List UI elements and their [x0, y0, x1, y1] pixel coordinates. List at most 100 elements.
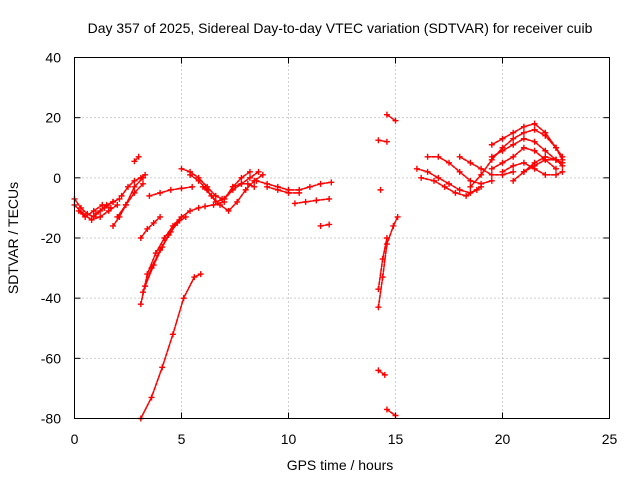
- series-line: [95, 198, 121, 215]
- data-point: [383, 138, 390, 145]
- data-point: [180, 295, 187, 302]
- data-point: [418, 174, 425, 181]
- data-point: [159, 364, 166, 371]
- data-point: [178, 185, 185, 192]
- series-arc-18: [317, 221, 333, 229]
- series-line: [266, 186, 300, 194]
- data-point: [520, 123, 527, 130]
- data-point: [302, 198, 309, 205]
- data-point: [510, 135, 517, 142]
- data-point: [394, 213, 401, 220]
- data-point: [467, 177, 474, 184]
- data-point: [285, 189, 292, 196]
- data-point: [131, 158, 138, 165]
- data-point: [251, 183, 258, 190]
- data-point: [122, 201, 129, 208]
- data-point: [99, 201, 106, 208]
- series-arc-09: [146, 183, 196, 199]
- data-point: [456, 186, 463, 193]
- data-point: [244, 180, 251, 187]
- data-point: [137, 235, 144, 241]
- data-point: [202, 203, 209, 210]
- data-point: [326, 195, 333, 202]
- data-point: [488, 177, 495, 184]
- series-arc-03: [75, 201, 114, 220]
- data-point: [107, 204, 114, 211]
- data-point: [169, 331, 176, 338]
- data-series: [71, 111, 566, 422]
- series-line: [189, 171, 251, 203]
- data-point: [142, 283, 149, 290]
- data-point: [197, 271, 204, 278]
- data-point: [377, 186, 384, 193]
- data-point: [531, 147, 538, 154]
- data-point: [478, 171, 485, 178]
- series-arc-21: [142, 216, 183, 290]
- data-point: [90, 207, 97, 214]
- data-point: [150, 219, 157, 226]
- data-point: [510, 141, 517, 148]
- y-axis-label: SDTVAR / TECUs: [5, 182, 21, 294]
- data-point: [553, 165, 559, 172]
- data-point: [413, 165, 420, 172]
- data-point: [148, 394, 155, 401]
- series-line: [377, 237, 388, 290]
- data-point: [520, 135, 527, 142]
- y-tick-label: -20: [41, 230, 61, 246]
- series-line: [386, 113, 397, 122]
- data-point: [553, 171, 559, 178]
- data-point: [139, 289, 146, 296]
- series-line: [377, 369, 386, 376]
- x-axis-label: GPS time / hours: [287, 457, 394, 473]
- y-tick-label: 20: [45, 110, 61, 126]
- data-point: [531, 126, 538, 133]
- data-point: [456, 153, 463, 160]
- data-point: [553, 156, 559, 163]
- data-point: [375, 137, 382, 144]
- data-point: [326, 221, 333, 228]
- series-arc-35: [467, 126, 566, 190]
- data-point: [238, 180, 245, 187]
- series-line: [202, 174, 264, 212]
- data-point: [255, 168, 262, 175]
- data-point: [435, 174, 442, 181]
- data-point: [510, 162, 517, 169]
- series-arc-07: [118, 171, 149, 199]
- data-point: [253, 177, 260, 184]
- data-point: [424, 153, 431, 160]
- data-point: [424, 168, 431, 175]
- data-point: [92, 210, 99, 217]
- x-tick-label: 25: [602, 431, 618, 447]
- data-point: [238, 174, 245, 181]
- data-point: [510, 129, 517, 136]
- data-point: [467, 183, 474, 190]
- data-point: [473, 186, 480, 193]
- series-arc-22: [137, 213, 164, 241]
- series-arc-38: [488, 120, 566, 160]
- series-arc-33: [424, 153, 495, 187]
- data-point: [488, 171, 495, 178]
- y-tick-label: 40: [45, 50, 61, 66]
- axis-ticks: 0 5 10 15 20 25 -80 -60 -40 -20 0 20 40: [41, 50, 618, 448]
- data-point: [225, 207, 232, 214]
- series-arc-27: [383, 406, 399, 419]
- data-point: [317, 222, 324, 229]
- data-point: [259, 171, 266, 178]
- x-tick-label: 20: [495, 431, 511, 447]
- data-point: [77, 204, 84, 211]
- series-arc-34: [456, 153, 517, 178]
- y-tick-label: -40: [41, 290, 61, 306]
- series-arc-30: [377, 186, 384, 193]
- series-arc-19: [137, 198, 228, 308]
- series-line: [116, 177, 144, 218]
- data-point: [246, 174, 253, 181]
- data-point: [264, 183, 271, 190]
- series-arc-04: [92, 195, 123, 217]
- data-point: [317, 180, 324, 187]
- data-point: [542, 171, 549, 178]
- x-tick-label: 15: [388, 431, 404, 447]
- data-point: [157, 213, 164, 220]
- data-point: [520, 168, 527, 175]
- data-point: [531, 138, 538, 145]
